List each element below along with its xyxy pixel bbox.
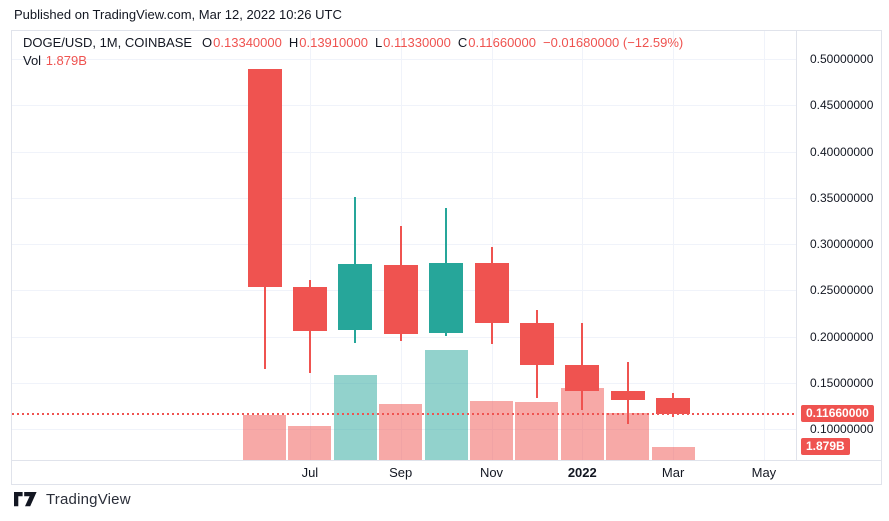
gridline-v [673, 31, 674, 460]
candle-body [247, 69, 282, 287]
gridline-v [582, 31, 583, 460]
candle-body [610, 391, 645, 401]
low-value: 0.11330000 [383, 35, 451, 50]
published-caption: Published on TradingView.com, Mar 12, 20… [14, 7, 342, 22]
gridline-v [764, 31, 765, 460]
candle-body [429, 263, 464, 333]
time-tick-label: Jul [301, 465, 319, 480]
price-tick-label: 0.10000000 [810, 422, 874, 436]
candle-body [292, 287, 327, 331]
volume-label: Vol [23, 53, 42, 68]
last-price-badge: 0.11660000 [801, 405, 874, 422]
open-value: 0.13340000 [213, 35, 282, 50]
last-price-line [12, 412, 796, 415]
candle-body [656, 398, 691, 414]
gridline-v [492, 31, 493, 460]
volume-bar [288, 426, 332, 460]
gridline-h [12, 336, 796, 338]
volume-bar [470, 401, 513, 460]
gridline-h [12, 105, 796, 107]
volume-bar [651, 446, 695, 460]
tradingview-wordmark[interactable]: TradingView [46, 491, 131, 508]
candle-body [565, 365, 600, 392]
candle-body [383, 265, 418, 334]
tradingview-logo-icon[interactable] [14, 492, 39, 507]
chart-pane[interactable]: DOGE/USD, 1M, COINBASE O0.13340000 H0.1391… [12, 31, 796, 460]
candle-body [474, 263, 509, 323]
volume-bar [333, 374, 377, 460]
volume-value: 1.879B [45, 53, 87, 68]
price-axis[interactable]: 0.11660000 1.879B 0.50000000 0.45000000 0.… [796, 31, 881, 460]
price-tick-label: 0.35000000 [810, 190, 874, 205]
gridline-h [12, 244, 796, 245]
symbol-title: DOGE/USD, 1M, COINBASE [23, 35, 193, 50]
price-tick-label: 0.40000000 [810, 144, 874, 159]
close-value: 0.11660000 [468, 35, 536, 50]
gridline-h [12, 197, 796, 199]
time-tick-label: Sep [389, 465, 413, 480]
gridline-h [12, 59, 796, 60]
time-axis[interactable]: Jul Sep Nov 2022 Mar May [12, 460, 881, 484]
time-tick-label: May [751, 465, 777, 480]
footer: TradingView [14, 491, 131, 508]
chart-widget: DOGE/USD, 1M, COINBASE O0.13340000 H0.1391… [11, 30, 882, 485]
price-tick-label: 0.20000000 [810, 329, 874, 344]
high-key: H [288, 35, 299, 50]
gridline-h [12, 382, 796, 384]
time-tick-label: Nov [479, 465, 504, 480]
open-key: O [202, 35, 213, 50]
chart-legend: DOGE/USD, 1M, COINBASE O0.13340000 H0.1391… [23, 34, 683, 70]
gridline-v [310, 31, 311, 460]
price-tick-label: 0.50000000 [810, 52, 874, 66]
volume-bar [424, 349, 468, 460]
price-tick-label: 0.45000000 [810, 98, 874, 113]
low-key: L [374, 35, 383, 50]
volume-bar [515, 401, 559, 460]
candle-body [519, 322, 554, 366]
volume-badge: 1.879B [801, 438, 850, 455]
time-tick-label: 2022 [567, 465, 597, 480]
change-value: −0.01680000 (−12.59%) [543, 35, 684, 50]
price-tick-label: 0.15000000 [810, 375, 874, 390]
close-key: C [457, 35, 468, 50]
price-tick-label: 0.30000000 [810, 237, 874, 251]
legend-volume-row: Vol 1.879B [23, 52, 683, 70]
volume-bar [243, 415, 286, 460]
time-tick-label: Mar [661, 465, 685, 480]
legend-ohlc-row: DOGE/USD, 1M, COINBASE O0.13340000 H0.1391… [23, 34, 683, 52]
high-value: 0.13910000 [299, 35, 368, 50]
price-tick-label: 0.25000000 [810, 283, 874, 298]
candle-body [338, 264, 373, 331]
gridline-h [12, 151, 796, 153]
